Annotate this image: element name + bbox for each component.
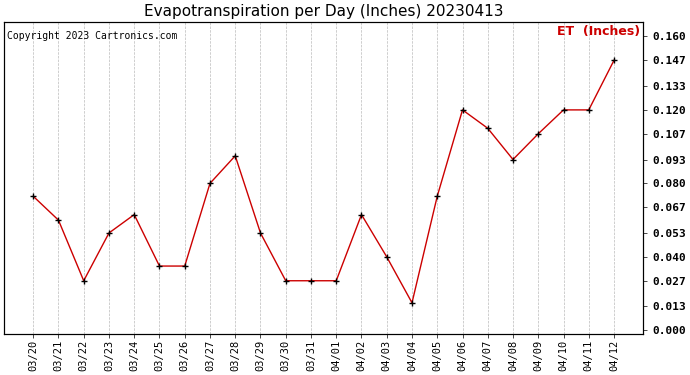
Text: ET  (Inches): ET (Inches) (557, 25, 640, 38)
Text: Copyright 2023 Cartronics.com: Copyright 2023 Cartronics.com (8, 31, 178, 41)
Title: Evapotranspiration per Day (Inches) 20230413: Evapotranspiration per Day (Inches) 2023… (144, 4, 504, 19)
